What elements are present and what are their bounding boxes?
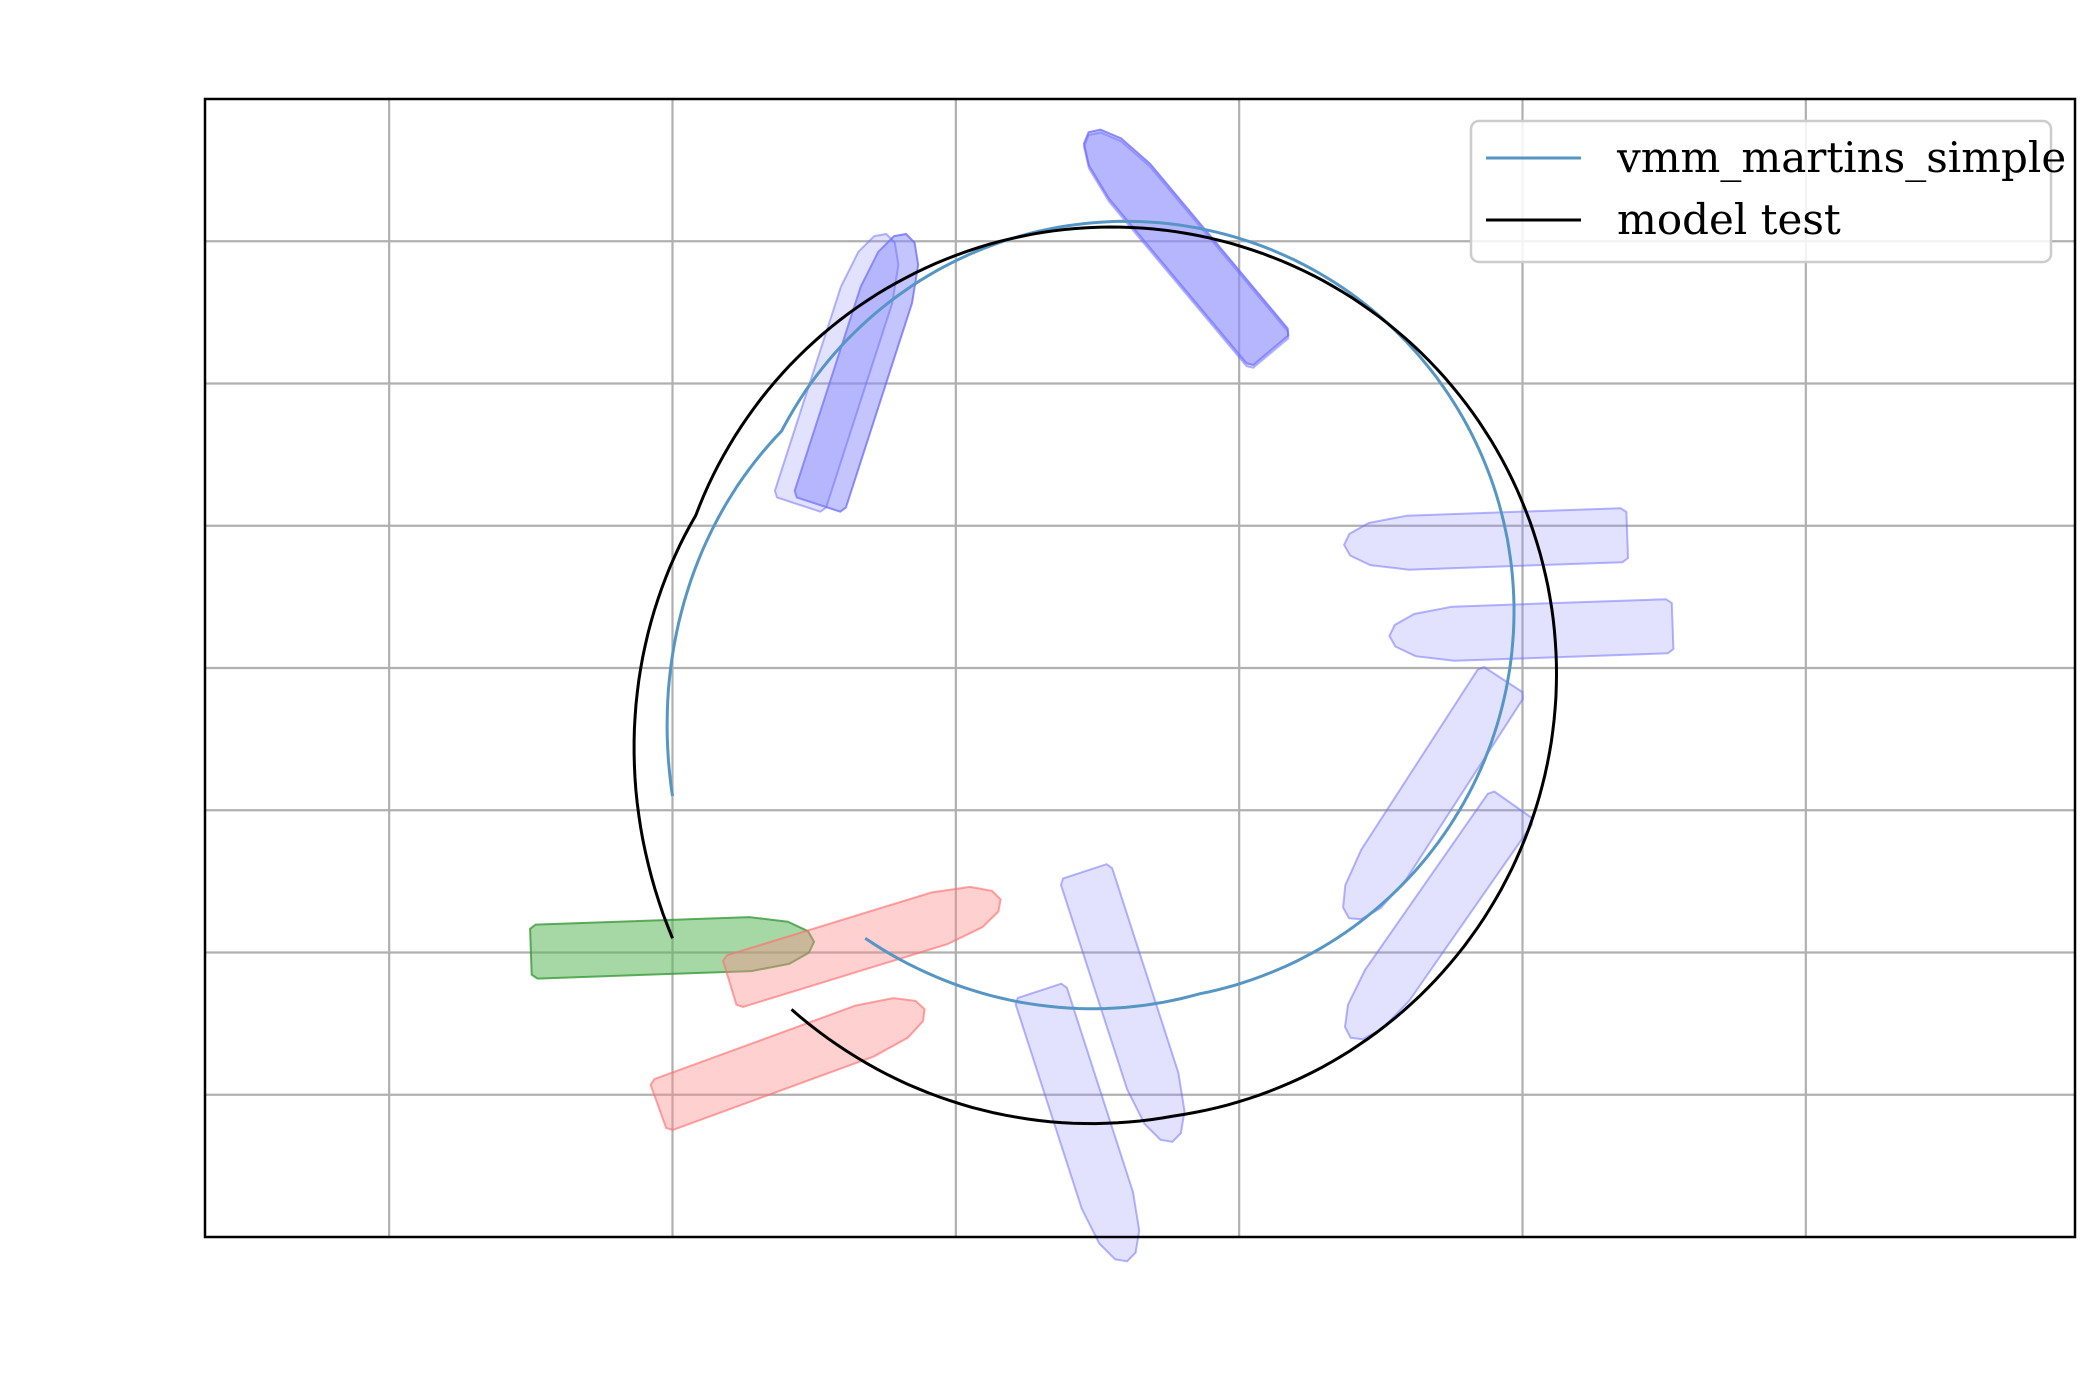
ship-mid-8 [1388,598,1675,662]
series-line-0 [665,219,1516,1011]
series-line-1 [632,225,1559,1126]
ship-end-2 [721,885,1002,1008]
ship-mid-7 [1342,507,1630,571]
ship-end-1 [649,997,926,1131]
ship-mid-11 [1059,863,1186,1143]
legend-label-vmm: vmm_martins_simple [1616,133,2066,182]
ship-mid-5 [1082,128,1290,367]
legend: vmm_martins_simple model test [1469,119,2066,264]
grid-layer [205,99,2075,1237]
ship-mid-6 [1082,131,1290,369]
ship-mid-4 [773,232,900,513]
ship-start-0 [529,916,816,980]
legend-label-model-test: model test [1617,195,1841,244]
series-layer [632,219,1559,1126]
legend-box [1469,119,2053,264]
plot-area [203,97,2077,1263]
ship-mid-9 [1342,665,1524,921]
axes-frame [203,97,2077,1239]
